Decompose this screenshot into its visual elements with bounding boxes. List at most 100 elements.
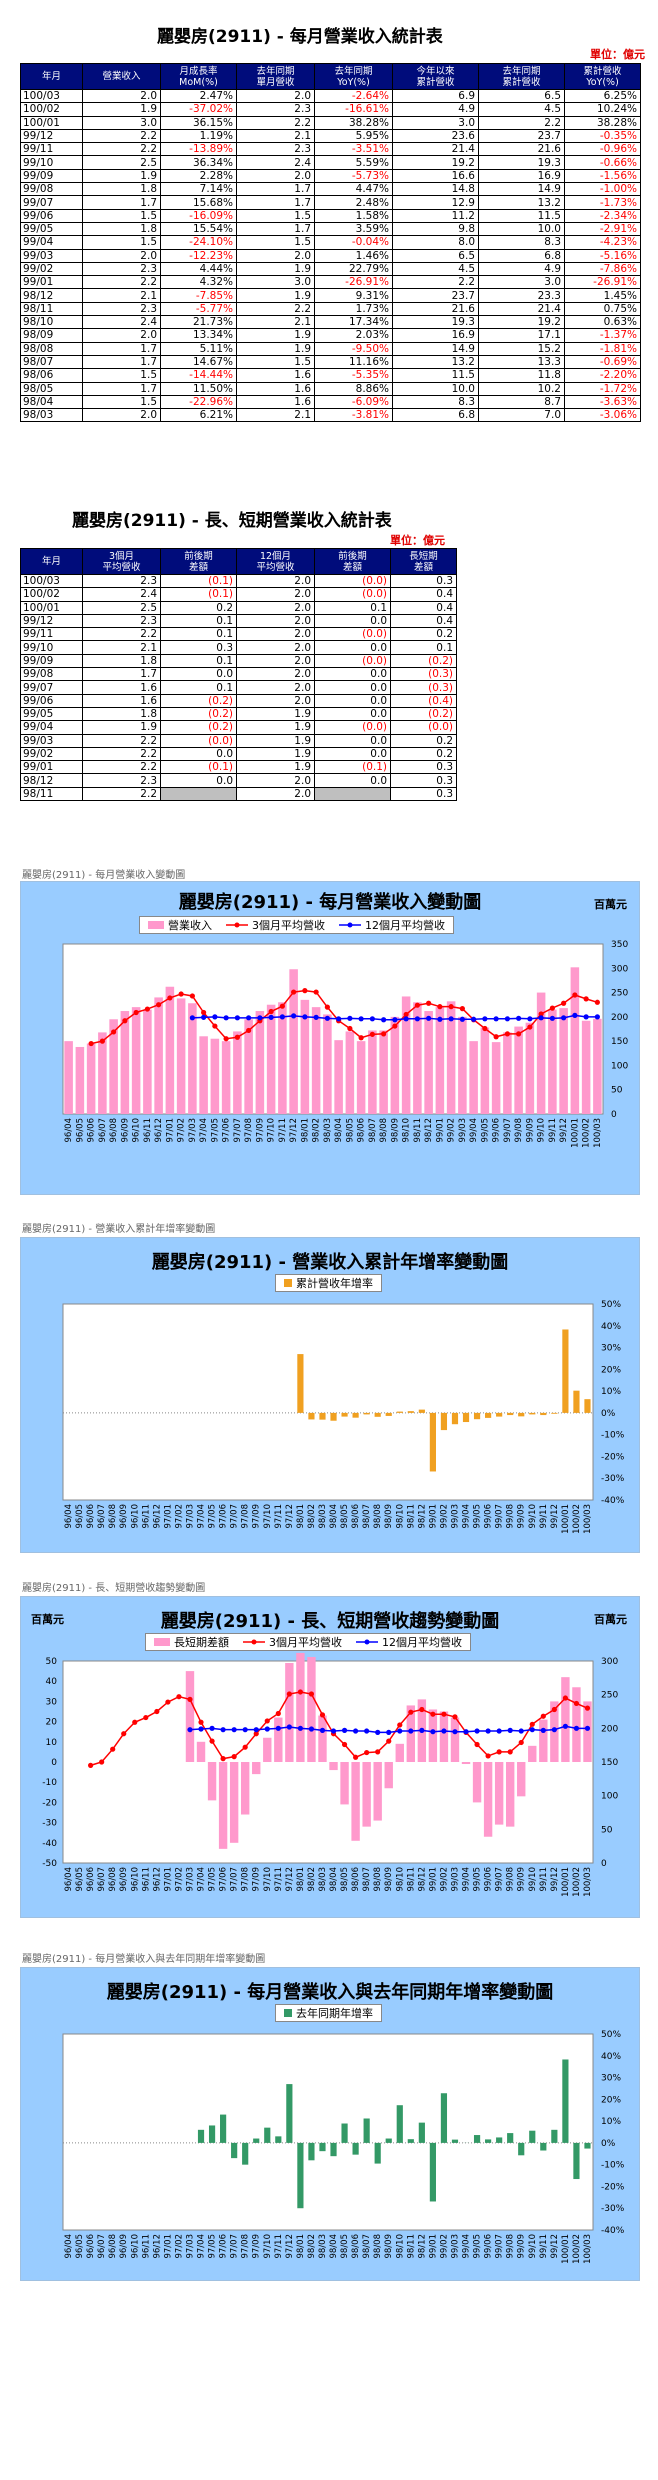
- x-tick-label: 96/10: [130, 2234, 140, 2259]
- table-row: 100/01 3.0 36.15% 2.2 38.28% 3.0 2.2 38.28%: [20, 115, 641, 130]
- x-tick-label: 99/04: [462, 2234, 472, 2259]
- bar: [75, 1046, 85, 1114]
- chart4-svg: 50%40%30%20%10%0%-10%-20%-30%-40%96/04 96…: [62, 2030, 625, 2264]
- table-cell: 99/09: [20, 168, 83, 184]
- x-tick-label: 96/07: [97, 2234, 107, 2259]
- table-cell: 4.5: [478, 102, 565, 117]
- x-tick-label: 96/11: [141, 1504, 151, 1529]
- table-cell: 2.0: [236, 627, 315, 642]
- table-cell: -9.50%: [314, 341, 393, 356]
- bar: [518, 2142, 525, 2156]
- table-cell: 0.2: [390, 627, 457, 642]
- table-cell: 17.1: [478, 328, 565, 343]
- table-row: 98/07 1.7 14.67% 1.5 11.16% 13.2 13.3 -0.69%: [20, 354, 641, 370]
- x-tick-label: 97/04: [197, 1504, 207, 1529]
- table-cell: -16.61%: [314, 102, 393, 117]
- table-cell: 99/03: [20, 733, 83, 748]
- red-line-icon: [243, 1639, 265, 1645]
- table-cell: 1.9: [236, 261, 315, 277]
- table-cell: 2.2: [82, 733, 161, 748]
- bar: [503, 1032, 512, 1114]
- avg3-point: [242, 1744, 248, 1750]
- avg12-point: [562, 1723, 568, 1729]
- table-cell: 0.0: [160, 667, 237, 682]
- bar: [395, 1743, 404, 1762]
- avg12-point: [408, 1728, 414, 1734]
- bar: [573, 1390, 580, 1413]
- x-tick-label: 99/05: [480, 1118, 490, 1143]
- bar: [440, 2093, 448, 2143]
- avg3-point: [209, 1738, 215, 1744]
- table-cell: 1.5: [82, 394, 161, 410]
- column-header: 去年同期 YoY(%): [314, 63, 393, 90]
- table-cell: -1.56%: [564, 168, 641, 184]
- table-cell: 1.8: [82, 221, 161, 237]
- x-tick-label: 99/10: [528, 1504, 538, 1529]
- table-cell: 0.0: [314, 693, 391, 708]
- table-cell: 5.11%: [160, 341, 237, 356]
- table-cell: 99/05: [20, 221, 83, 237]
- table-cell: 98/10: [20, 315, 83, 330]
- table-cell: 2.0: [236, 168, 315, 184]
- x-tick-label: 96/07: [97, 1504, 107, 1529]
- x-tick-label: 98/08: [379, 1118, 389, 1143]
- x-tick-label: 99/10: [537, 1118, 547, 1143]
- avg12-point: [291, 1013, 297, 1019]
- table-cell: 7.14%: [160, 182, 237, 197]
- bar: [233, 1031, 242, 1114]
- table-cell: 0.2: [160, 600, 237, 615]
- table-cell: 1.7: [82, 354, 161, 370]
- avg3-point: [551, 1706, 557, 1713]
- x-tick-label: 97/09: [252, 1867, 262, 1892]
- avg3-point: [121, 1731, 127, 1737]
- table-cell: 4.9: [478, 261, 565, 277]
- table-cell: 21.4: [478, 301, 565, 317]
- x-tick-label: 98/09: [384, 1867, 394, 1892]
- table-cell: 98/05: [20, 381, 83, 396]
- avg12-point: [584, 1725, 591, 1731]
- x-tick-label: 98/10: [402, 1118, 412, 1143]
- bar: [196, 1741, 206, 1762]
- table-cell: 17.34%: [314, 315, 393, 330]
- table-cell: (0.0): [314, 573, 391, 589]
- table-cell: 0.0: [314, 613, 391, 629]
- avg3-point: [99, 1038, 105, 1044]
- table-cell: -2.64%: [314, 88, 393, 104]
- bar: [540, 2142, 547, 2151]
- x-tick-label: 97/12: [285, 1504, 295, 1529]
- bar: [253, 2138, 260, 2143]
- avg3-point: [133, 1009, 139, 1016]
- section-title-2: 麗嬰房(2911) - 營業收入累計年增率變動圖: [22, 1224, 216, 1235]
- bar: [440, 1412, 448, 1431]
- table-cell: 99/11: [20, 142, 83, 157]
- x-tick-label: 97/07: [233, 1118, 243, 1143]
- avg12-point: [231, 1727, 237, 1733]
- table-cell: (0.3): [390, 667, 457, 682]
- x-tick-label: 99/07: [495, 1504, 505, 1529]
- table-cell: 0.63%: [564, 315, 641, 330]
- table-cell: 0.3: [390, 573, 457, 589]
- table-cell: 8.86%: [314, 381, 393, 396]
- table-cell: 98/12: [20, 773, 83, 788]
- table-cell: 0.0: [314, 680, 391, 695]
- blue-line-icon: [356, 1639, 378, 1645]
- table-cell: 0.2: [390, 746, 457, 762]
- table-cell: 98/11: [20, 301, 83, 317]
- chart1-panel: 麗嬰房(2911) - 每月營業收入變動圖 百萬元 營業收入 3個月平均營收 1…: [20, 881, 640, 1195]
- table-cell: 2.3: [236, 102, 315, 117]
- bar: [297, 1354, 304, 1413]
- x-tick-label: 97/05: [210, 1118, 220, 1143]
- x-tick-label: 96/07: [97, 1867, 107, 1892]
- y-left-tick-label: 0: [51, 1758, 57, 1768]
- avg3-point: [583, 996, 589, 1002]
- bar: [323, 1014, 332, 1114]
- x-tick-label: 99/08: [514, 1118, 524, 1143]
- table-row: 100/02 1.9 -37.02% 2.3 -16.61% 4.9 4.5 10.24%: [20, 102, 641, 117]
- table-cell: 99/01: [20, 760, 83, 775]
- table-cell: 100/03: [20, 573, 83, 589]
- x-tick-label: 98/04: [329, 1867, 339, 1892]
- table-cell: 2.2: [82, 627, 161, 642]
- table-cell: 6.5: [478, 88, 565, 104]
- y-left-tick-label: 40: [46, 1677, 58, 1687]
- bar: [330, 1412, 337, 1421]
